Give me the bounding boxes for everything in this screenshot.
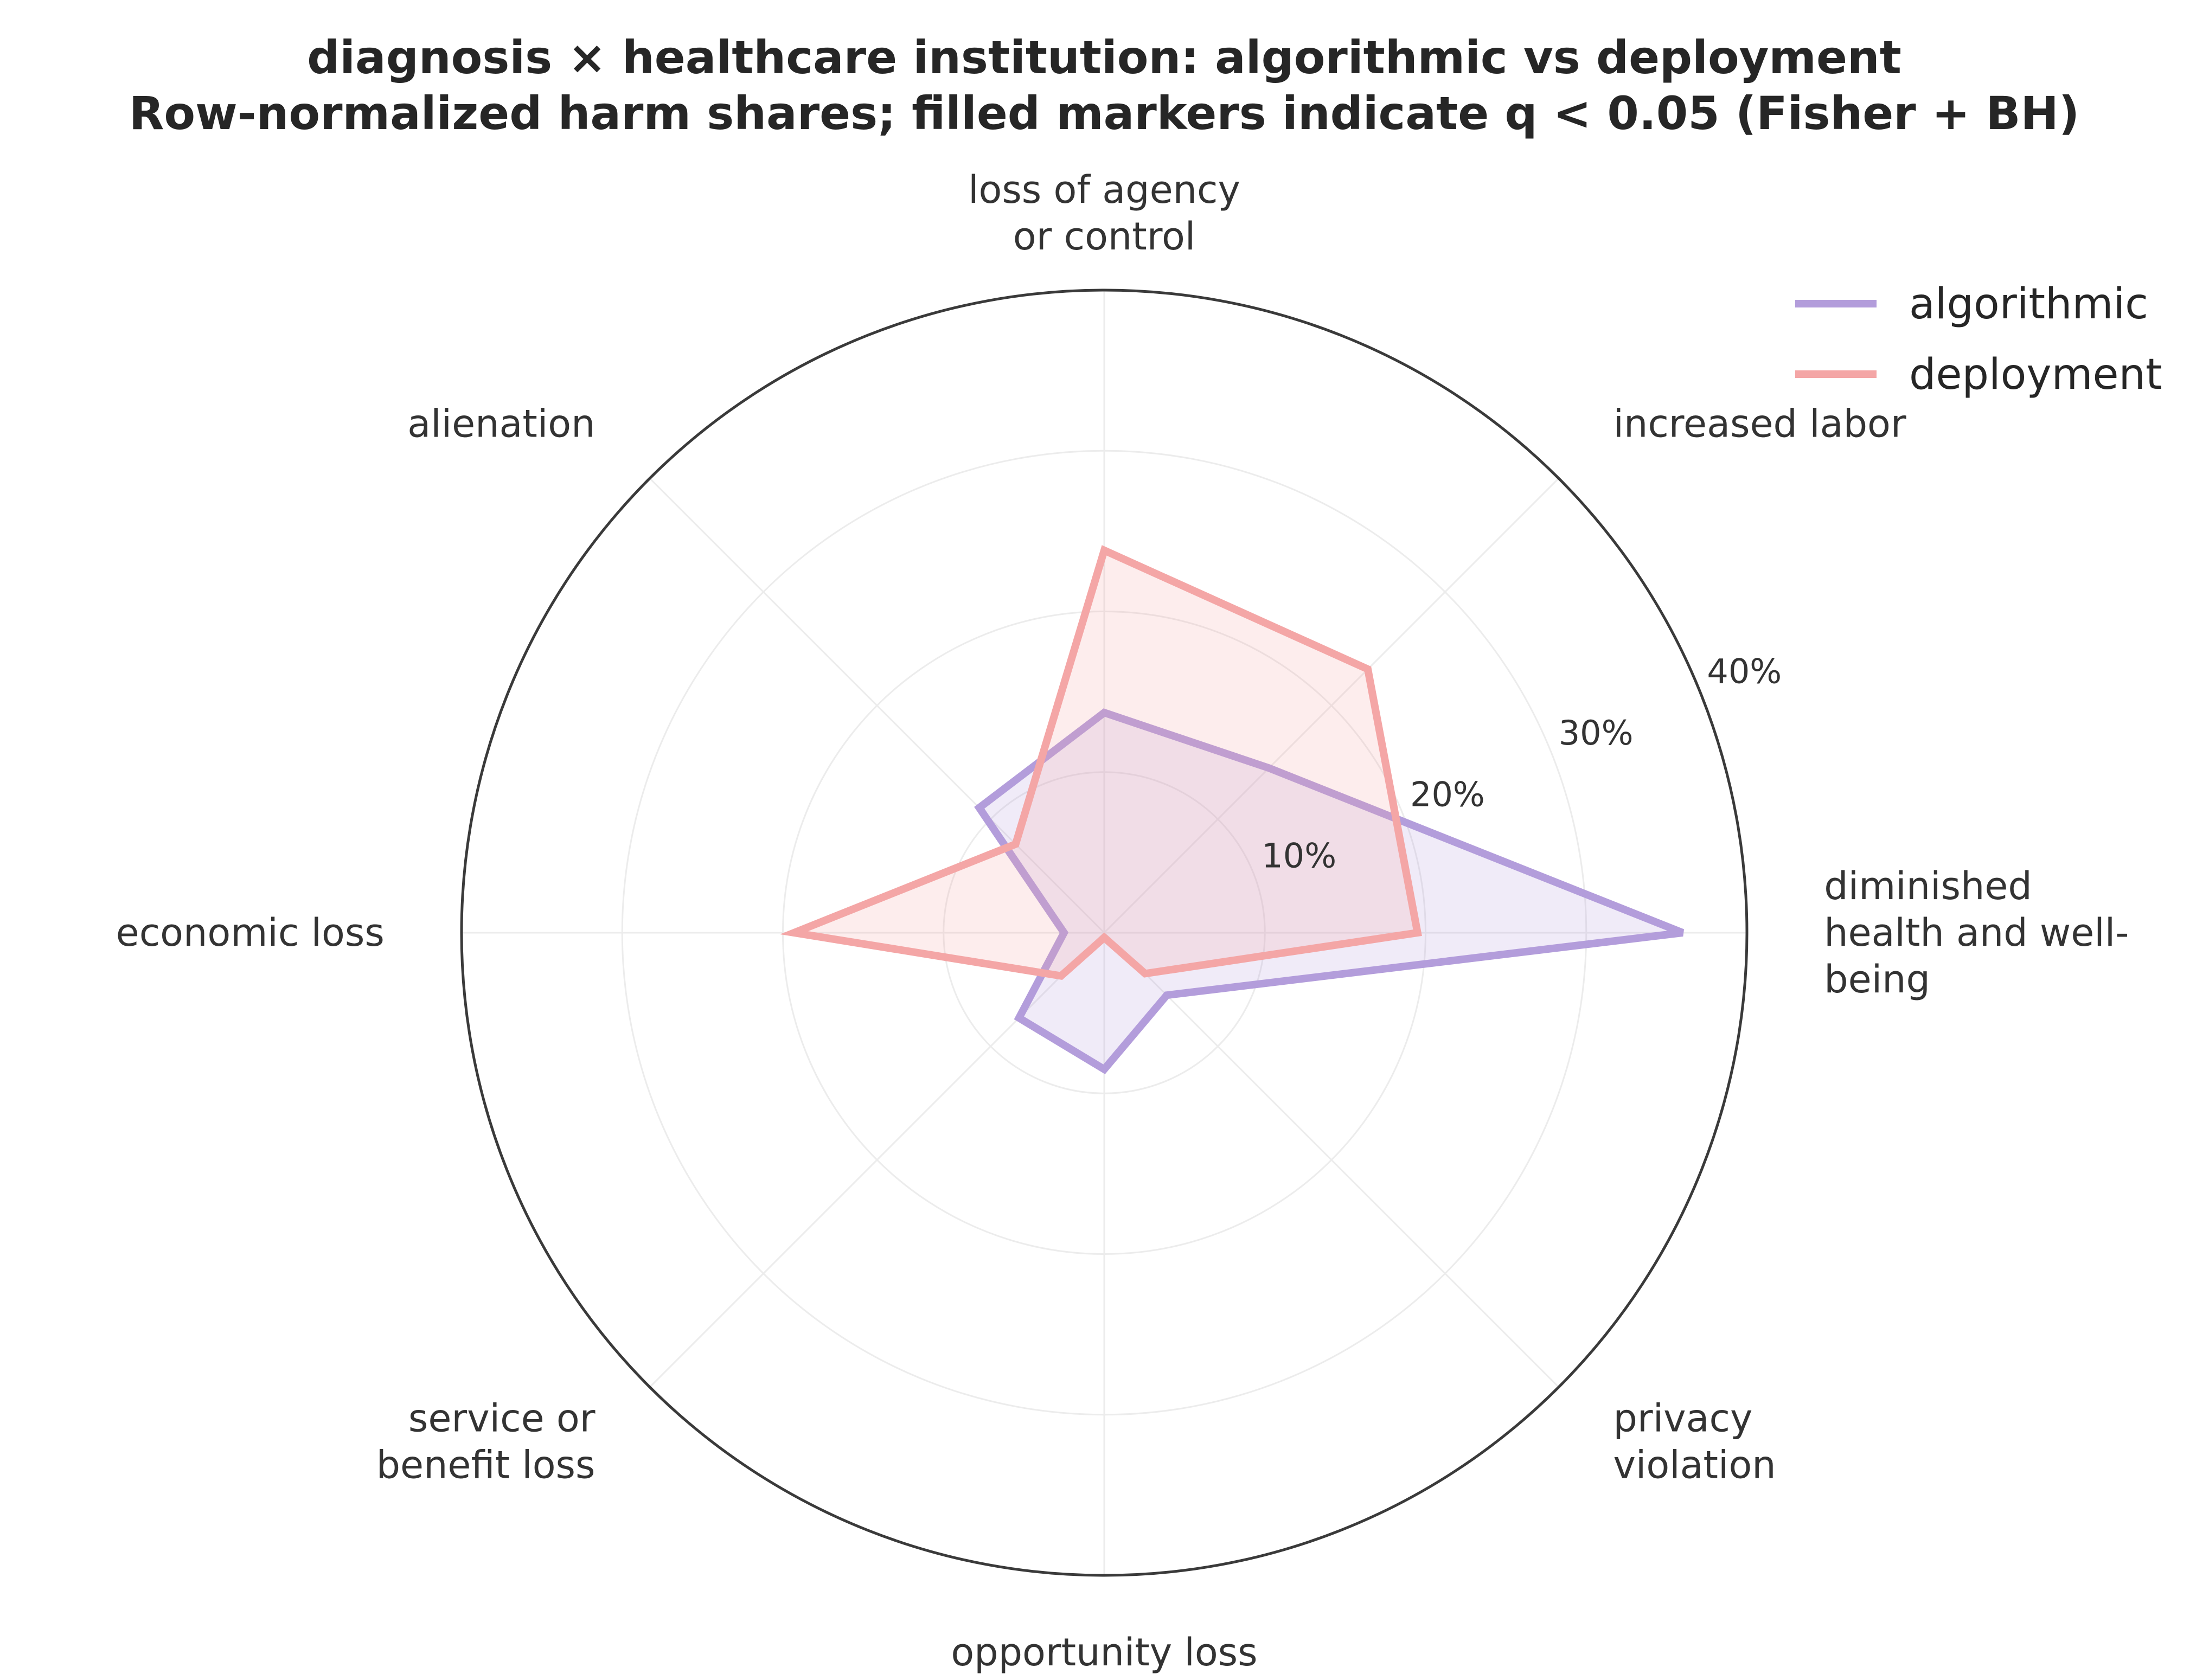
- radial-tick-label: 10%: [1262, 836, 1336, 876]
- radar-grid: [462, 290, 1747, 1575]
- grid-spoke: [649, 932, 1105, 1388]
- category-labels: diminished health and well-being increased…: [116, 168, 2129, 1675]
- category-label-line: opportunity loss: [951, 1630, 1257, 1675]
- chart-title-line-1: diagnosis × healthcare institution: algo…: [307, 31, 1901, 84]
- category-label-line: diminished: [1824, 864, 2032, 908]
- polar-spine: [460, 288, 1749, 1577]
- category-label-diminished-health-and-well-being: diminished health and well-being: [1824, 864, 2129, 1002]
- outer-spine: [460, 288, 1749, 1577]
- category-label-line: benefit loss: [376, 1443, 596, 1487]
- category-label-line: service or: [408, 1396, 596, 1441]
- series-line-deployment: [780, 545, 1422, 980]
- category-label-loss-of-agency-or-control: loss of agency or control: [968, 168, 1240, 259]
- category-label-line: or control: [1013, 214, 1196, 259]
- category-label-line: being: [1824, 957, 1930, 1002]
- category-label-line: health and well-: [1824, 910, 2129, 955]
- category-label-line: increased labor: [1613, 402, 1906, 446]
- legend-label-deployment: deployment: [1909, 350, 2162, 399]
- category-label-alienation: alienation: [407, 402, 595, 446]
- series-fill-algorithmic: [979, 713, 1683, 1069]
- radial-tick-labels: 10% 20% 30% 40%: [1262, 652, 1782, 876]
- category-label-privacy-violation: privacy violation: [1613, 1396, 1776, 1487]
- category-label-line: economic loss: [116, 910, 385, 955]
- series-fill-deployment: [794, 550, 1418, 976]
- category-label-line: privacy: [1613, 1396, 1753, 1441]
- series-line-algorithmic: [974, 708, 1685, 1074]
- radial-tick-label: 40%: [1707, 652, 1782, 691]
- category-label-line: alienation: [407, 402, 595, 446]
- series-layer: [780, 545, 1685, 1074]
- grid-spoke: [1103, 478, 1559, 934]
- category-label-increased-labor: increased labor: [1613, 402, 1906, 446]
- chart-title-line-2: Row-normalized harm shares; filled marke…: [129, 87, 2080, 140]
- category-label-opportunity-loss: opportunity loss: [951, 1630, 1257, 1675]
- grid-spoke: [649, 478, 1105, 934]
- radial-tick-label: 30%: [1559, 713, 1634, 753]
- category-label-line: loss of agency: [968, 168, 1240, 212]
- category-label-line: violation: [1613, 1443, 1776, 1487]
- legend-label-algorithmic: algorithmic: [1909, 280, 2148, 329]
- radial-tick-label: 20%: [1410, 774, 1485, 814]
- grid-spoke: [1103, 932, 1559, 1388]
- category-label-economic-loss: economic loss: [116, 910, 385, 955]
- legend: algorithmic deployment: [1795, 280, 2162, 399]
- category-label-service-or-benefit-loss: service or benefit loss: [376, 1396, 596, 1487]
